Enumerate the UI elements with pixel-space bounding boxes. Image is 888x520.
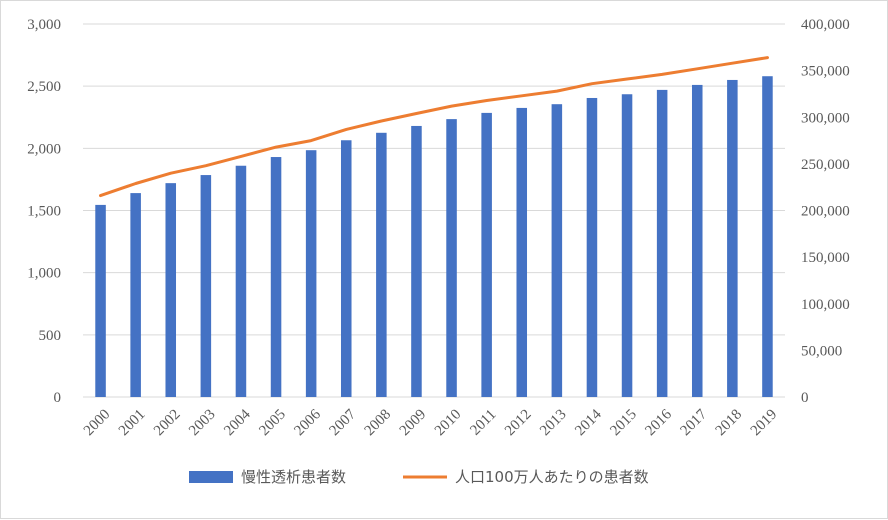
x-tick-label: 2001	[116, 407, 149, 440]
left-tick-label: 500	[39, 328, 62, 344]
right-tick-label: 50,000	[801, 343, 842, 359]
left-tick-label: 1,500	[27, 204, 61, 220]
bar	[481, 112, 492, 398]
left-tick-label: 2,000	[27, 141, 61, 157]
x-tick-label: 2011	[467, 407, 499, 439]
x-tick-label: 2013	[537, 407, 570, 440]
right-tick-label: 300,000	[801, 110, 850, 126]
legend: 慢性透析患者数 人口100万人あたりの患者数	[189, 468, 649, 486]
bar	[270, 157, 282, 397]
bar	[130, 193, 141, 397]
left-axis-ticks: 0 500 1,000 1,500 2,000 2,500 3,000	[27, 17, 61, 406]
x-tick-label: 2006	[291, 406, 324, 439]
x-tick-label: 2010	[432, 407, 465, 440]
x-axis-ticks: 2000 2001 2002 2003 2004 2005 2006 2007 2008 2009…	[81, 406, 780, 439]
gridlines	[83, 23, 785, 398]
left-tick-label: 0	[54, 390, 62, 406]
bar	[621, 94, 633, 397]
x-tick-label: 2019	[748, 407, 781, 440]
series-line	[99, 56, 769, 198]
x-tick-label: 2003	[186, 407, 219, 440]
right-tick-label: 200,000	[801, 204, 850, 220]
bar	[446, 119, 457, 398]
x-tick-label: 2000	[81, 407, 114, 440]
bar	[411, 125, 422, 397]
x-tick-label: 2009	[397, 407, 430, 440]
bar	[376, 132, 387, 397]
x-tick-label: 2015	[607, 407, 640, 440]
right-tick-label: 250,000	[801, 157, 850, 173]
bar	[165, 183, 177, 397]
bar	[691, 84, 703, 397]
x-tick-label: 2016	[642, 406, 675, 439]
legend-label-bars: 慢性透析患者数	[241, 468, 346, 486]
x-tick-label: 2005	[256, 407, 289, 440]
x-tick-label: 2002	[151, 407, 184, 440]
left-tick-label: 2,500	[27, 79, 61, 95]
bar	[762, 76, 773, 397]
x-tick-label: 2012	[502, 407, 535, 440]
right-axis-ticks: 0 50,000 100,000 150,000 200,000 250,000 300,0…	[801, 17, 850, 406]
right-tick-label: 400,000	[801, 17, 850, 33]
right-tick-label: 350,000	[801, 64, 850, 80]
x-tick-label: 2014	[572, 406, 605, 439]
bar	[305, 150, 317, 397]
right-tick-label: 100,000	[801, 297, 850, 313]
x-tick-label: 2007	[327, 406, 360, 439]
legend-swatch-bars	[189, 471, 233, 483]
bar	[235, 165, 247, 397]
bar	[727, 79, 738, 397]
bar	[200, 175, 212, 397]
left-tick-label: 3,000	[27, 17, 61, 33]
x-tick-label: 2017	[678, 406, 711, 439]
left-tick-label: 1,000	[27, 266, 61, 282]
x-tick-label: 2018	[713, 407, 746, 440]
right-tick-label: 0	[801, 390, 809, 406]
x-tick-label: 2008	[362, 407, 395, 440]
bar-series	[95, 76, 773, 398]
x-tick-label: 2004	[221, 406, 254, 439]
bar	[95, 204, 106, 397]
bar	[586, 97, 598, 397]
legend-label-line: 人口100万人あたりの患者数	[455, 468, 649, 486]
bar	[551, 104, 563, 397]
bar	[516, 107, 528, 398]
line-series	[99, 56, 769, 198]
bar	[656, 89, 668, 397]
bar	[340, 140, 352, 398]
right-tick-label: 150,000	[801, 250, 850, 266]
